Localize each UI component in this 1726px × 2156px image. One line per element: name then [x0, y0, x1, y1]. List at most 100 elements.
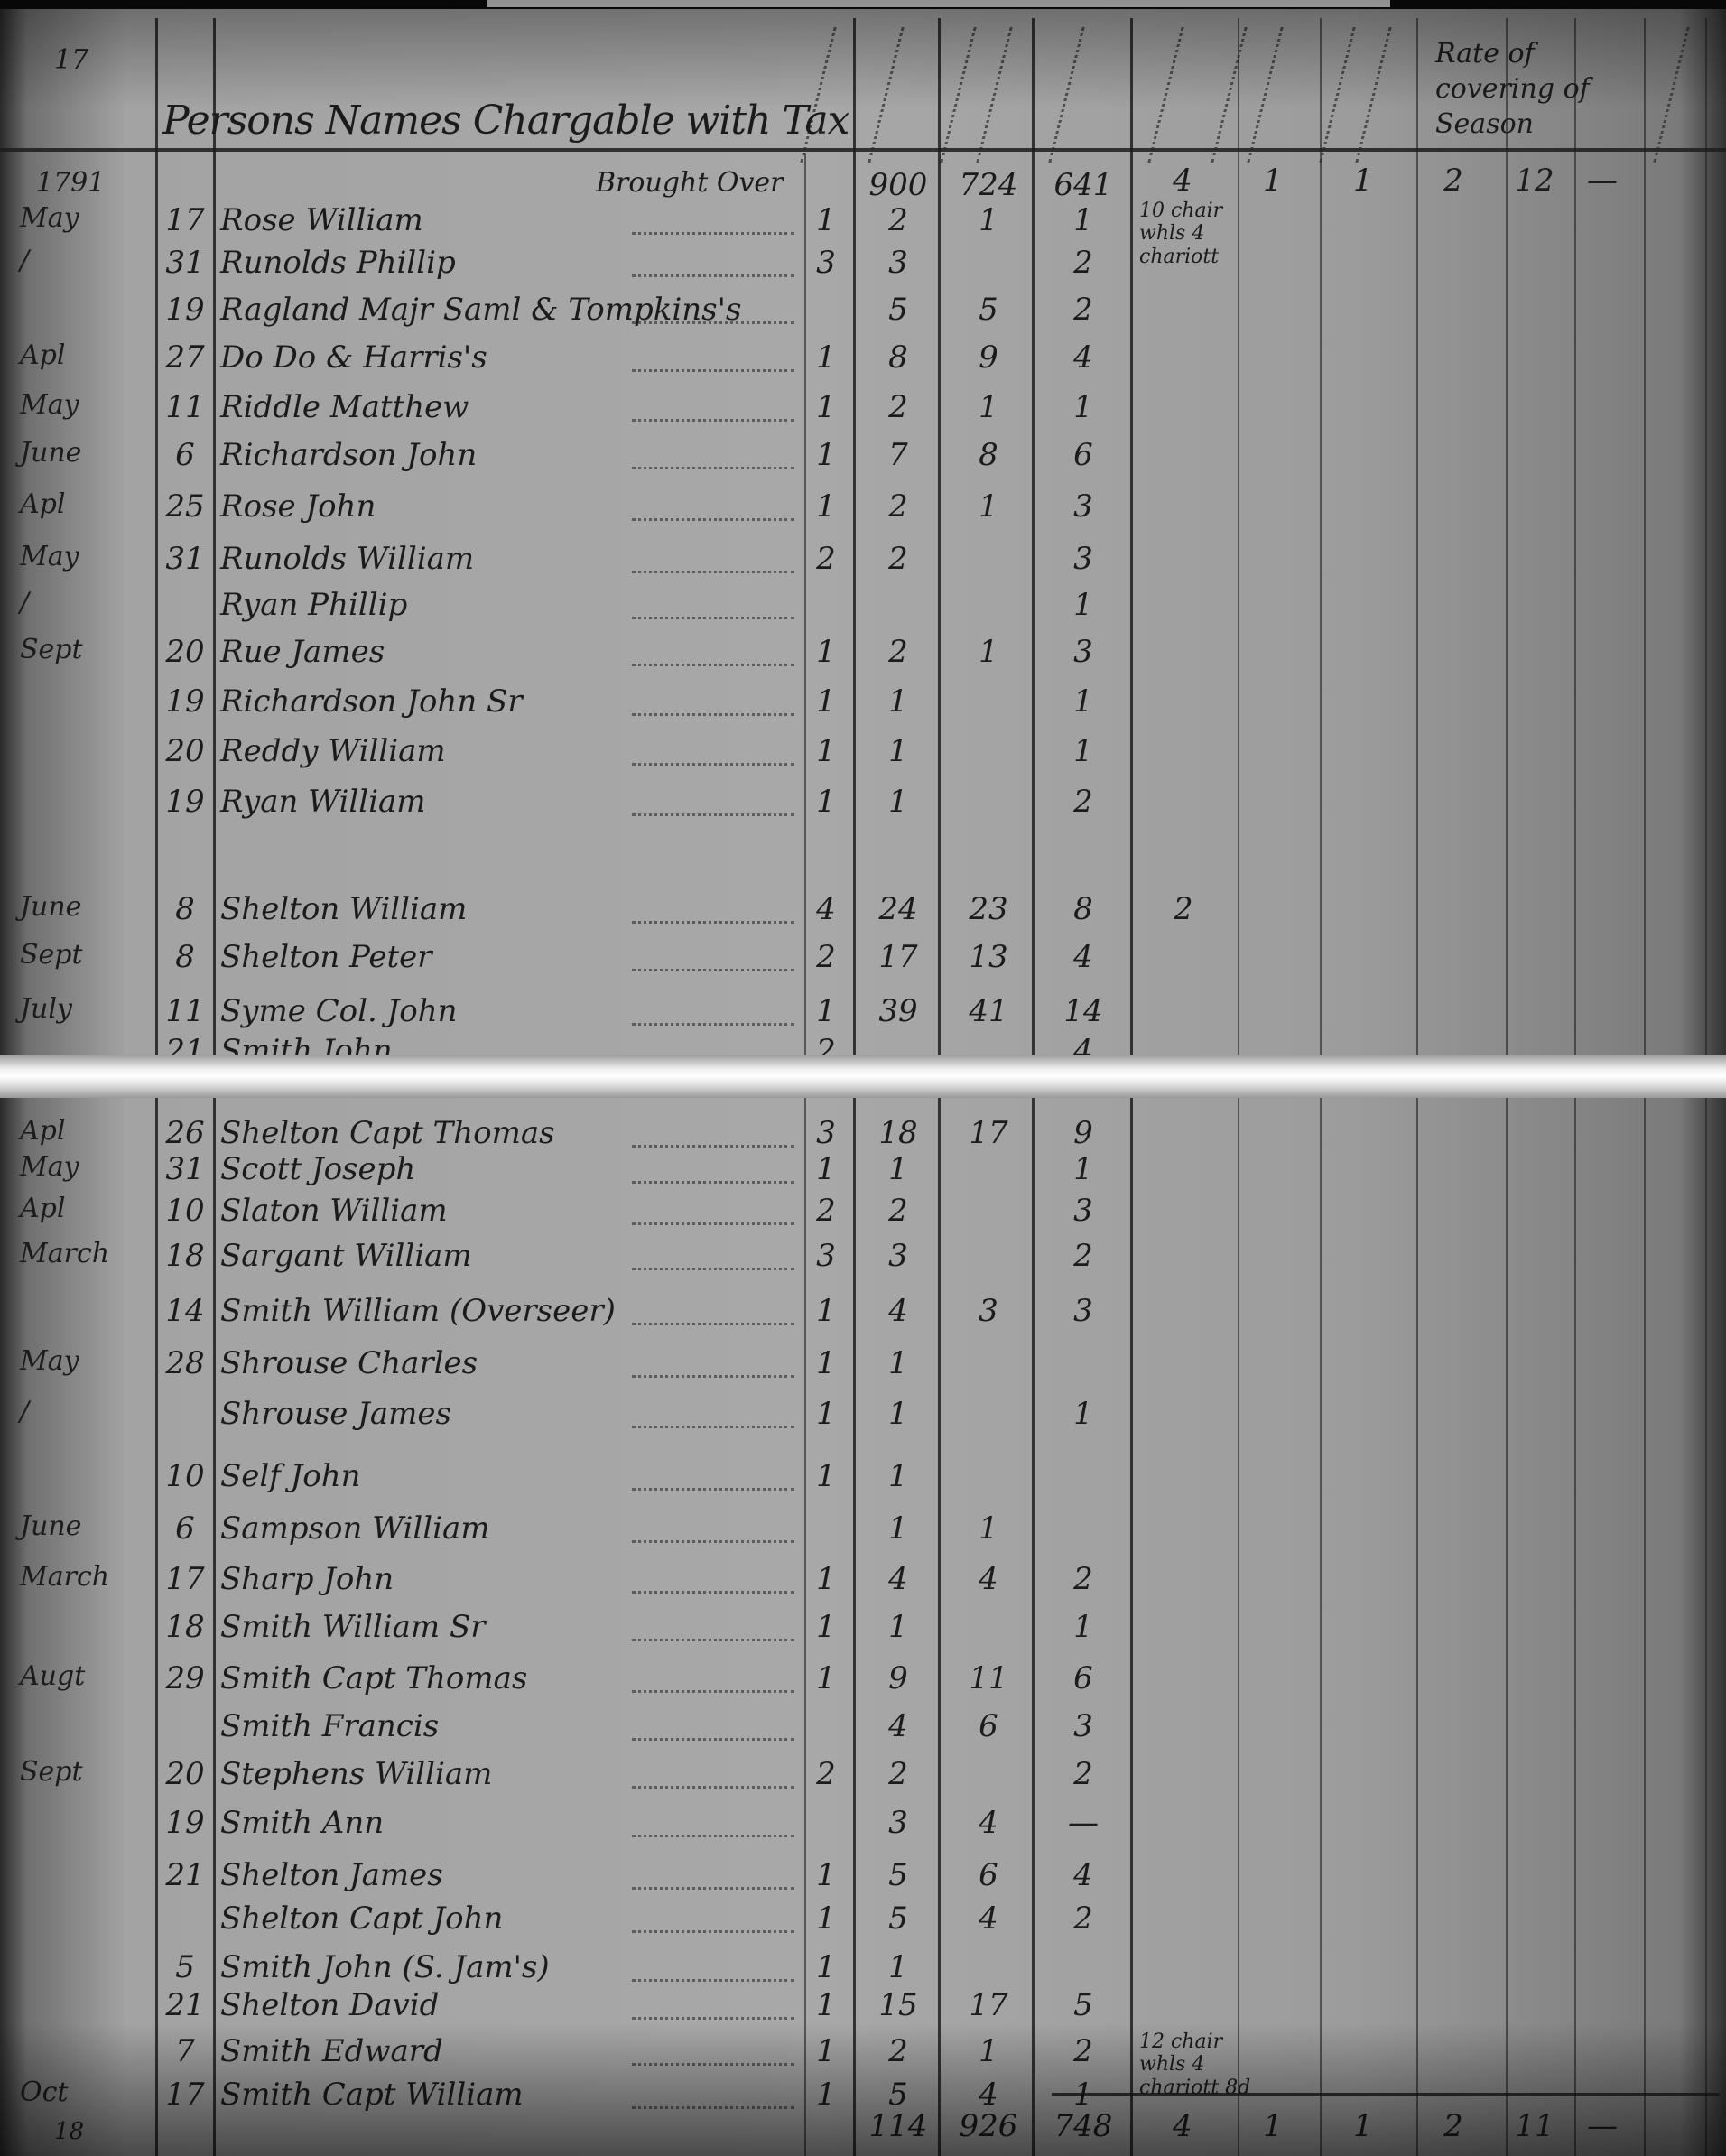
- dotted-leader: [632, 664, 794, 666]
- rotated-column-heading: [1048, 27, 1090, 163]
- row-day: 20: [165, 634, 205, 670]
- row-count-1: 4: [816, 891, 836, 927]
- row-name: Ragland Majr Saml & Tompkins's: [220, 292, 742, 328]
- row-day: 11: [165, 993, 205, 1029]
- brought-over-c2: 900: [868, 167, 928, 203]
- total-extra: 11: [1515, 2108, 1554, 2144]
- row-count-1: 3: [816, 1115, 836, 1151]
- dotted-leader: [632, 232, 794, 235]
- row-name: Shelton James: [220, 1857, 443, 1893]
- brought-over-label: Brought Over: [596, 167, 784, 199]
- row-count-2: 1: [888, 1609, 908, 1645]
- row-name: Smith John (S. Jam's): [220, 1949, 550, 1985]
- row-count-4: 2: [1073, 1756, 1093, 1792]
- dotted-leader: [632, 1323, 794, 1325]
- row-name: Ryan Phillip: [220, 587, 408, 623]
- row-count-2: 1: [888, 1949, 908, 1985]
- row-count-3: 1: [979, 634, 998, 670]
- row-day: 27: [165, 339, 205, 376]
- total-c2: 114: [868, 2108, 928, 2144]
- row-day: 10: [165, 1458, 205, 1494]
- row-count-1: 1: [816, 1151, 836, 1187]
- row-count-4: 3: [1073, 1293, 1093, 1329]
- row-name: Shrouse James: [220, 1396, 451, 1432]
- rotated-column-heading: [940, 27, 982, 163]
- row-month: May: [20, 541, 79, 572]
- dotted-leader: [632, 1145, 794, 1148]
- microfilm-fold-band: [0, 1055, 1726, 1098]
- row-name: Rue James: [220, 634, 385, 670]
- row-name: Do Do & Harris's: [220, 339, 487, 376]
- row-count-3: 17: [969, 1115, 1008, 1151]
- row-count-1: 1: [816, 1987, 836, 2023]
- row-count-2: 5: [888, 292, 908, 328]
- row-name: Smith William Sr: [220, 1609, 486, 1645]
- row-count-3: 3: [979, 1293, 998, 1329]
- row-month: Sept: [20, 939, 83, 971]
- row-count-4: 9: [1073, 1115, 1093, 1151]
- row-name: Shelton William: [220, 891, 468, 927]
- row-count-3: 1: [979, 389, 998, 425]
- rotated-column-heading: [1247, 27, 1289, 163]
- row-month: March: [20, 1561, 110, 1593]
- dotted-leader: [632, 1835, 794, 1837]
- row-count-4: 6: [1073, 437, 1093, 473]
- row-count-1: 1: [816, 1396, 836, 1432]
- total-c3: 926: [959, 2108, 1018, 2144]
- total-extra: 1: [1263, 2108, 1283, 2144]
- row-day: 17: [165, 2077, 205, 2113]
- row-note: 10 chair whls 4 chariott: [1139, 200, 1223, 268]
- row-count-3: 17: [969, 1987, 1008, 2023]
- row-month: March: [20, 1238, 110, 1269]
- row-count-2: 1: [888, 733, 908, 769]
- row-count-3: 41: [969, 993, 1008, 1029]
- row-count-1: 1: [816, 202, 836, 238]
- row-note: 12 chair whls 4 chariott 8d: [1139, 2031, 1251, 2099]
- row-count-2: 1: [888, 1151, 908, 1187]
- total-extra: 2: [1443, 2108, 1463, 2144]
- row-count-1: 1: [816, 733, 836, 769]
- row-count-2: 17: [878, 939, 918, 975]
- row-count-4: 14: [1063, 993, 1103, 1029]
- row-count-2: 1: [888, 784, 908, 820]
- page-number: 17: [54, 44, 89, 76]
- row-count-1: 3: [816, 245, 836, 281]
- row-count-1: 2: [816, 541, 836, 577]
- row-day: 10: [165, 1193, 205, 1229]
- row-name: Smith Edward: [220, 2033, 443, 2069]
- row-day: 17: [165, 202, 205, 238]
- dotted-leader: [632, 369, 794, 372]
- row-month: May: [20, 389, 79, 421]
- row-name: Runolds Phillip: [220, 245, 456, 281]
- dotted-leader: [632, 2017, 794, 2020]
- header-rule: [0, 148, 1726, 152]
- dotted-leader: [632, 1488, 794, 1491]
- dotted-leader: [632, 571, 794, 573]
- dotted-leader: [632, 1222, 794, 1225]
- row-day: 19: [165, 683, 205, 720]
- rotated-column-heading: [1653, 27, 1695, 163]
- row-name: Smith Capt William: [220, 2077, 524, 2113]
- row-day: 14: [165, 1293, 205, 1329]
- row-name: Ryan William: [220, 784, 426, 820]
- row-count-4: 1: [1073, 587, 1093, 623]
- row-count-2: 15: [878, 1987, 918, 2023]
- row-count-1: 1: [816, 389, 836, 425]
- row-count-2: 2: [888, 634, 908, 670]
- row-count-2: 2: [888, 541, 908, 577]
- row-count-2: 1: [888, 1396, 908, 1432]
- row-count-4: 1: [1073, 2077, 1093, 2113]
- row-count-2: 5: [888, 1900, 908, 1937]
- row-name: Syme Col. John: [220, 993, 458, 1029]
- rotated-column-heading: [1211, 27, 1253, 163]
- row-count-1: 1: [816, 488, 836, 525]
- row-day: 7: [175, 2033, 195, 2069]
- row-count-1: 1: [816, 784, 836, 820]
- row-count-4: 3: [1073, 634, 1093, 670]
- rotated-column-heading: [868, 27, 910, 163]
- row-count-3: 11: [969, 1660, 1008, 1696]
- row-count-4: 3: [1073, 1193, 1093, 1229]
- row-day: 21: [165, 1987, 205, 2023]
- scan-top-glare: [487, 0, 1390, 7]
- row-note: 2: [1174, 891, 1193, 927]
